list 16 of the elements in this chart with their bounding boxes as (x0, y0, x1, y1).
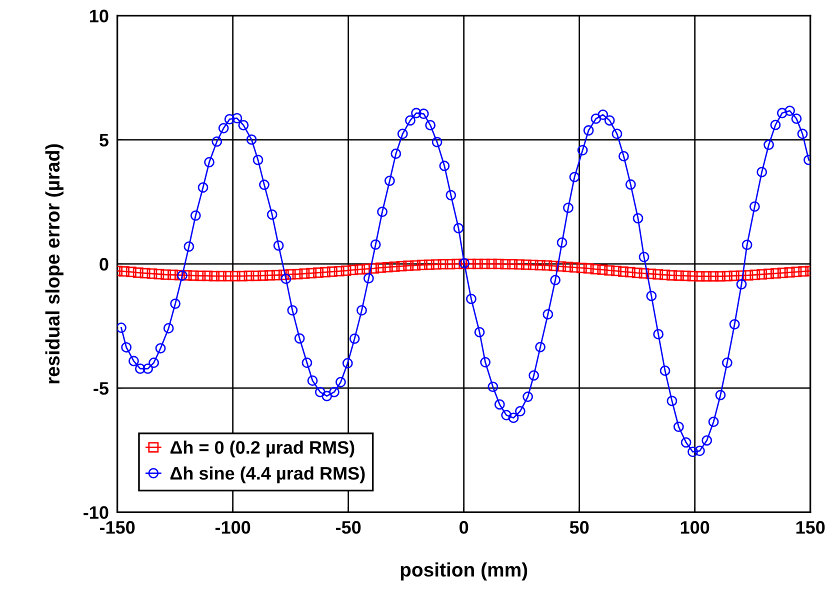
y-tick-label: 10 (90, 10, 108, 22)
y-tick-label: -5 (94, 382, 108, 395)
x-tick-label: -50 (336, 521, 361, 534)
legend-label: Δh = 0 (0.2 µrad RMS) (170, 440, 354, 458)
y-axis-title: residual slope error (µrad) (45, 144, 64, 384)
x-tick-label: 150 (796, 521, 825, 534)
y-tick-label: 0 (100, 258, 108, 271)
x-tick-label: -150 (100, 521, 135, 534)
x-axis-title: position (mm) (400, 562, 528, 580)
y-tick-label: 5 (100, 134, 108, 147)
x-tick-label: 0 (460, 521, 468, 534)
legend-label: Δh sine (4.4 µrad RMS) (170, 466, 365, 484)
x-tick-label: 100 (680, 521, 710, 534)
x-tick-label: -100 (215, 521, 250, 534)
x-tick-label: 50 (570, 521, 589, 534)
y-tick-label: -10 (84, 506, 108, 519)
